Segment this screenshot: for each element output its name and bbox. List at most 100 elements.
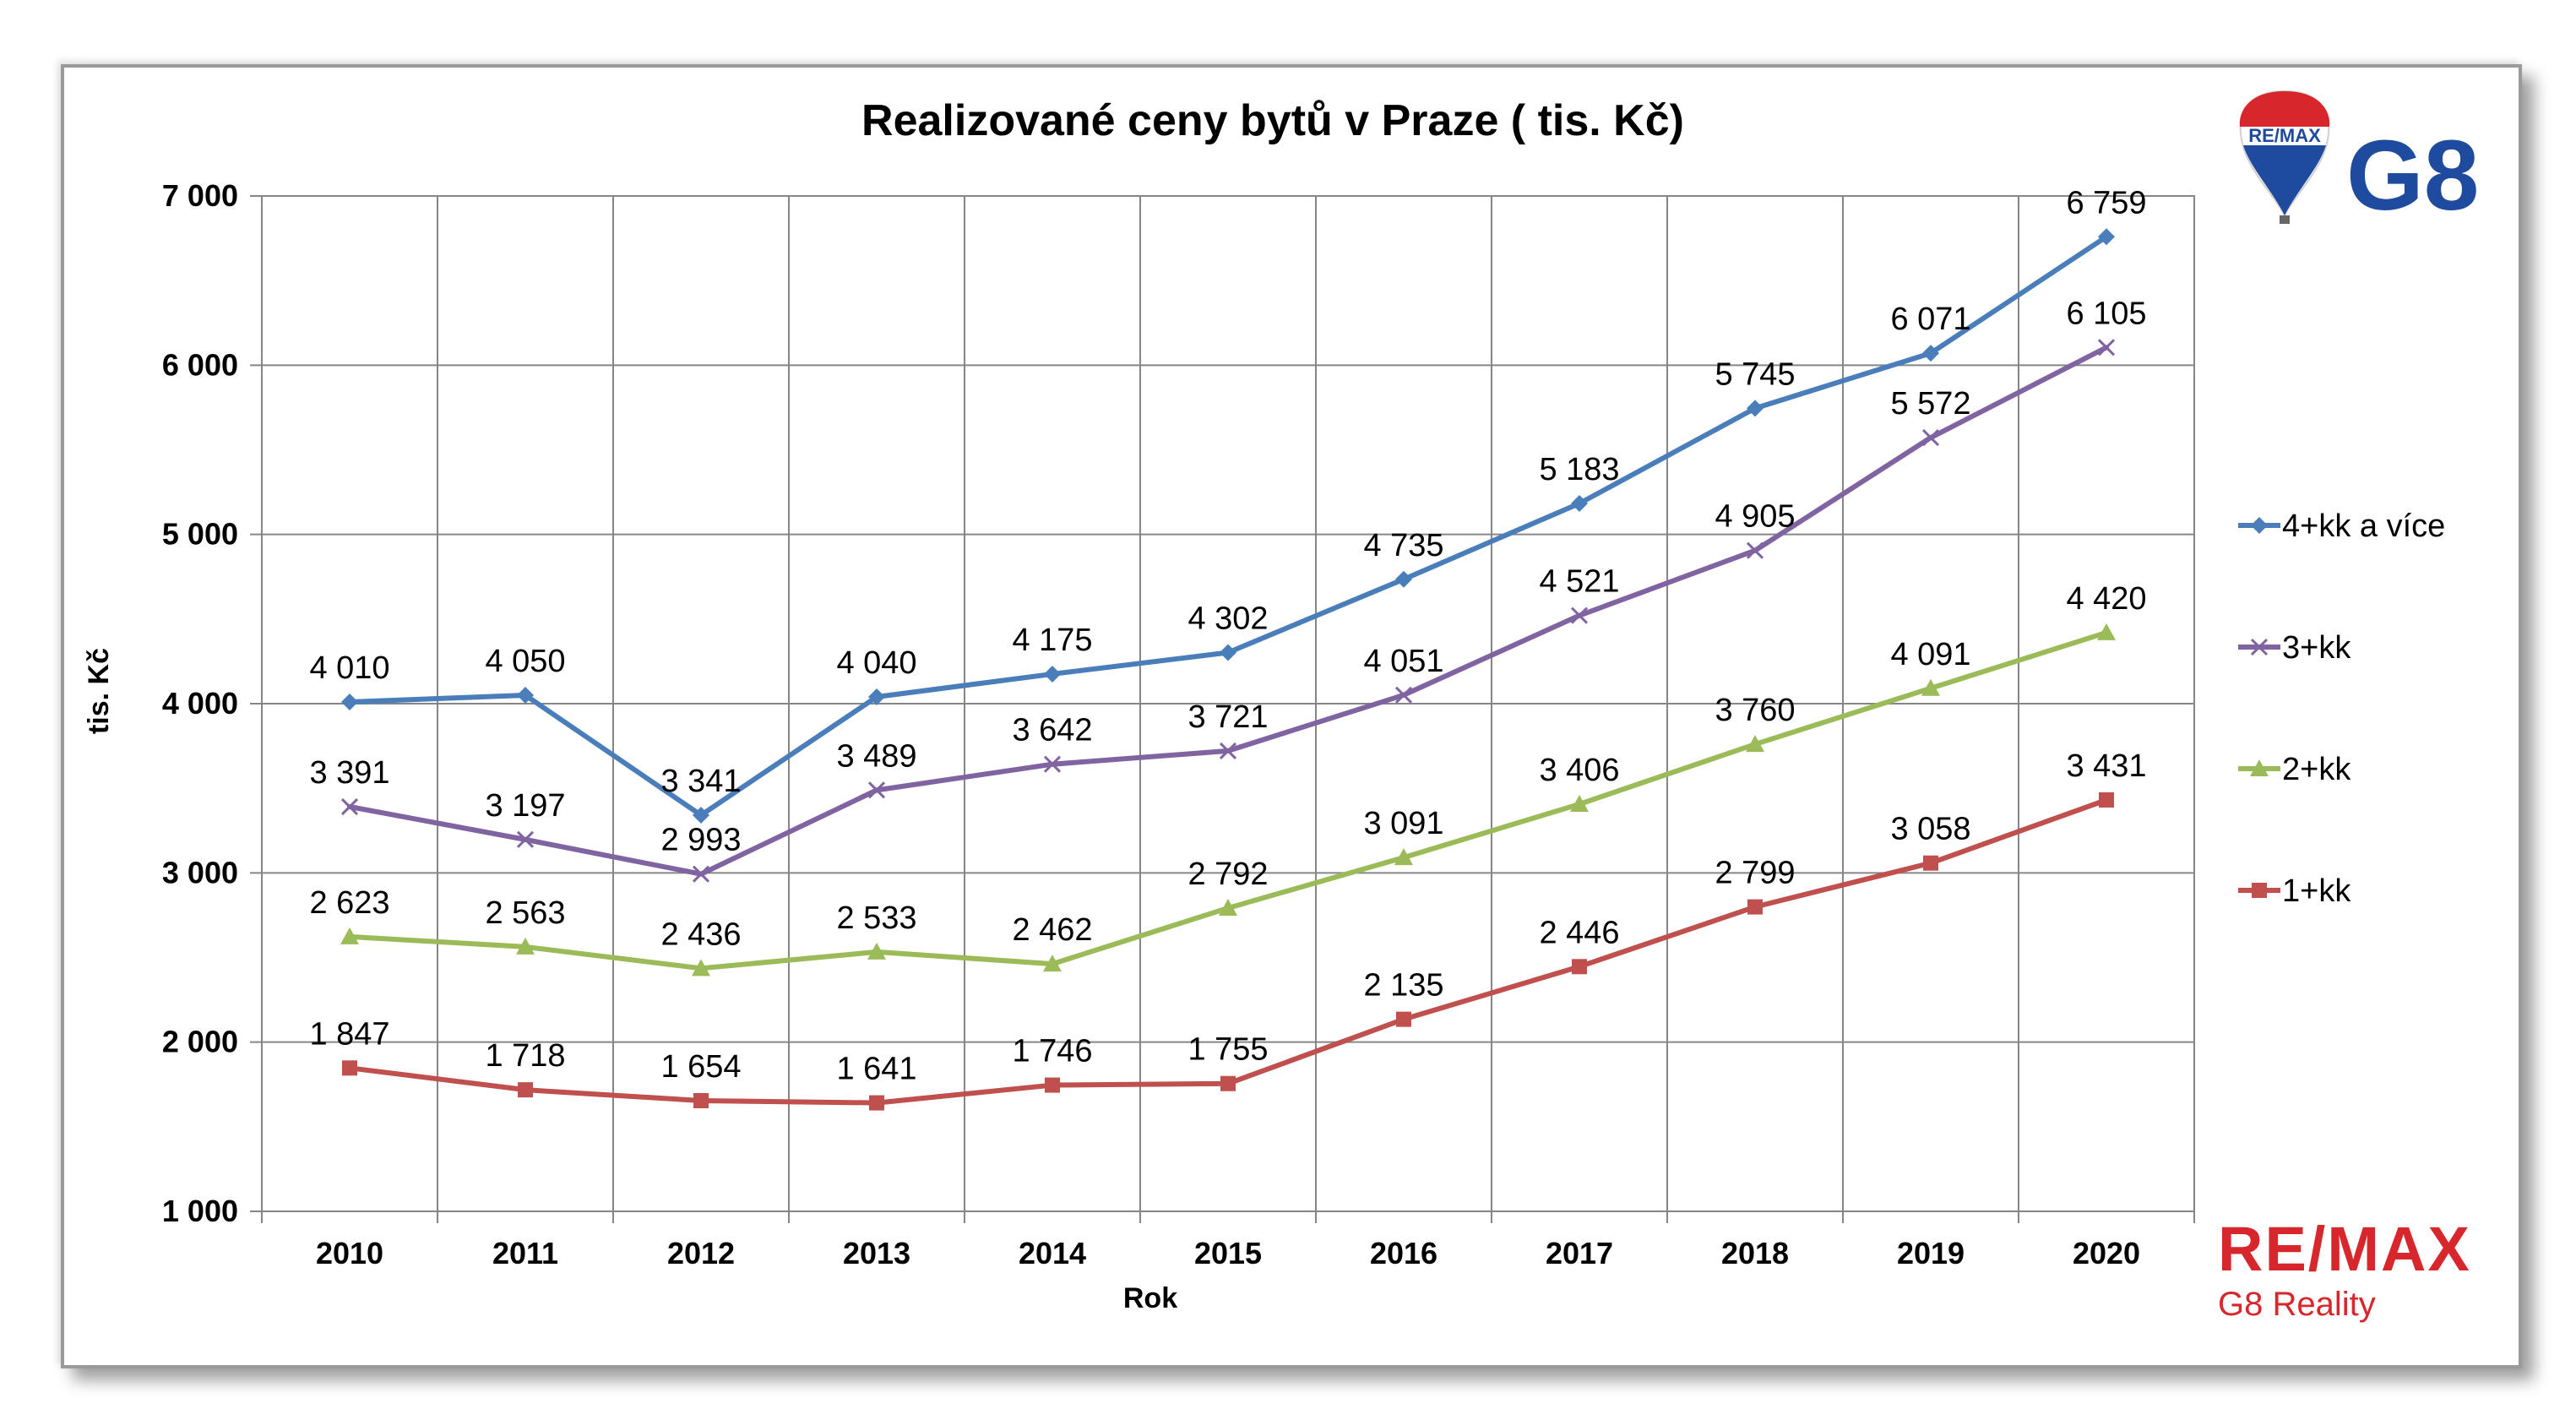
data-label: 1 718 (485, 1038, 565, 1074)
data-point-square (1045, 1077, 1060, 1093)
data-point-triangle (340, 927, 359, 944)
data-point-triangle (1043, 955, 1062, 972)
data-point-square (2099, 792, 2114, 808)
data-point-triangle (1746, 735, 1764, 753)
data-label: 3 391 (309, 755, 389, 791)
remax-g8-reality-logo: RE/MAX G8 Reality (2218, 1218, 2471, 1324)
data-label: 1 847 (309, 1016, 389, 1052)
data-label: 2 993 (660, 823, 741, 858)
data-label: 2 135 (1363, 968, 1443, 1004)
data-label: 1 746 (1012, 1034, 1092, 1069)
x-tick-label: 2018 (1721, 1236, 1789, 1270)
data-point-x-stroke (340, 797, 359, 816)
data-point-x (1394, 686, 1413, 704)
data-label: 4 040 (836, 645, 916, 681)
data-label: 4 905 (1715, 499, 1795, 535)
data-point-x (2097, 339, 2116, 356)
series-4: 1 847 1 718 1 654 1 641 1 746 1 755 2 135 2 446… (309, 748, 2147, 1111)
data-point-x (692, 865, 710, 883)
data-label: 2 792 (1187, 857, 1268, 892)
data-label: 2 462 (1012, 912, 1092, 948)
y-tick-label: 7 000 (162, 178, 238, 213)
g8-reality-text: G8 Reality (2218, 1286, 2376, 1323)
data-label: 2 799 (1715, 856, 1795, 891)
data-label: 3 431 (2066, 748, 2146, 784)
data-point-x-stroke (692, 865, 710, 883)
data-point-x-stroke (2097, 339, 2116, 356)
g8-logo-text: G8 (2346, 120, 2479, 231)
data-label: 3 091 (1363, 806, 1443, 841)
data-point-triangle (1219, 899, 1237, 917)
data-point-x (516, 830, 535, 848)
remax-balloon-icon: RE/MAX (2239, 90, 2330, 224)
x-tick-label: 2012 (667, 1236, 735, 1270)
y-tick-labels: 1 000 2 000 3 000 4 000 5 000 6 000 7 000 (162, 178, 238, 1228)
data-point-triangle (1394, 848, 1413, 866)
data-label: 2 436 (660, 917, 741, 952)
data-point-diamond (1922, 345, 1939, 362)
y-tick-label: 4 000 (162, 686, 238, 721)
data-label: 4 051 (1363, 644, 1443, 679)
y-axis-title: tis. Kč (83, 648, 115, 734)
data-label: 1 641 (836, 1052, 916, 1087)
data-point-square (1923, 855, 1938, 871)
x-tick-label: 2016 (1370, 1236, 1437, 1270)
data-point-x (1219, 742, 1237, 759)
x-tick-label: 2017 (1546, 1236, 1613, 1270)
data-point-square (1747, 899, 1763, 915)
data-label: 2 623 (309, 885, 389, 921)
data-point-x-stroke (2250, 638, 2269, 656)
x-tick-label: 2020 (2073, 1236, 2140, 1270)
data-label: 2 533 (836, 900, 916, 936)
data-label: 1 654 (660, 1049, 741, 1085)
data-point-x (2250, 638, 2269, 656)
data-point-x-stroke (1043, 755, 1062, 773)
data-point-x (867, 781, 886, 799)
legend-item: 4+kk a více (2238, 509, 2445, 544)
data-label: 3 197 (485, 788, 565, 824)
data-label: 2 446 (1539, 915, 1619, 950)
data-label: 4 091 (1890, 637, 1970, 672)
series-3: 2 623 2 563 2 436 2 533 2 462 2 792 3 091 3 406… (309, 581, 2147, 977)
data-label: 3 721 (1187, 699, 1268, 735)
data-point-x-stroke (1921, 429, 1940, 447)
data-point-triangle (1570, 794, 1589, 812)
data-label: 6 759 (2066, 185, 2146, 220)
data-point-x (1746, 541, 1764, 559)
chart-title: Realizované ceny bytů v Praze ( tis. Kč) (861, 96, 1684, 145)
data-label: 4 175 (1012, 623, 1092, 658)
data-label: 3 489 (836, 738, 916, 774)
data-point-square (869, 1095, 884, 1111)
x-tick-label: 2014 (1019, 1236, 1086, 1270)
data-point-square (1572, 959, 1587, 975)
data-label: 5 745 (1715, 356, 1795, 392)
data-label: 1 755 (1187, 1032, 1268, 1068)
data-point-triangle (867, 942, 886, 960)
legend-label: 1+kk (2282, 873, 2351, 909)
data-point-x-stroke (1746, 541, 1764, 559)
x-tick-label: 2013 (843, 1236, 910, 1270)
data-point-diamond (517, 686, 534, 704)
data-point-square (2252, 883, 2267, 898)
legend-label: 3+kk (2282, 630, 2351, 666)
data-point-triangle (516, 937, 535, 955)
data-label: 4 521 (1539, 564, 1619, 600)
data-label: 3 058 (1890, 812, 1970, 847)
data-point-x (1570, 607, 1589, 624)
data-point-triangle (2250, 759, 2269, 776)
balloon-text: RE/MAX (2248, 125, 2321, 146)
legend-label: 2+kk (2282, 752, 2351, 787)
series-2: 3 391 3 197 2 993 3 489 3 642 3 721 4 051 4 521… (309, 296, 2147, 883)
x-tick-label: 2011 (492, 1236, 558, 1270)
legend-item: 3+kk (2238, 630, 2351, 666)
data-point-x-stroke (1570, 607, 1589, 624)
x-tick-labels: 2010 2011 2012 2013 2014 2015 2016 2017 2018 2019… (316, 1236, 2140, 1270)
data-point-diamond (1395, 570, 1412, 588)
y-tick-label: 1 000 (162, 1194, 238, 1228)
data-label: 6 071 (1890, 302, 1970, 337)
data-point-diamond (2098, 228, 2115, 246)
y-tick-label: 3 000 (162, 855, 238, 889)
data-point-diamond (1571, 495, 1588, 513)
x-tick-label: 2019 (1897, 1236, 1965, 1270)
